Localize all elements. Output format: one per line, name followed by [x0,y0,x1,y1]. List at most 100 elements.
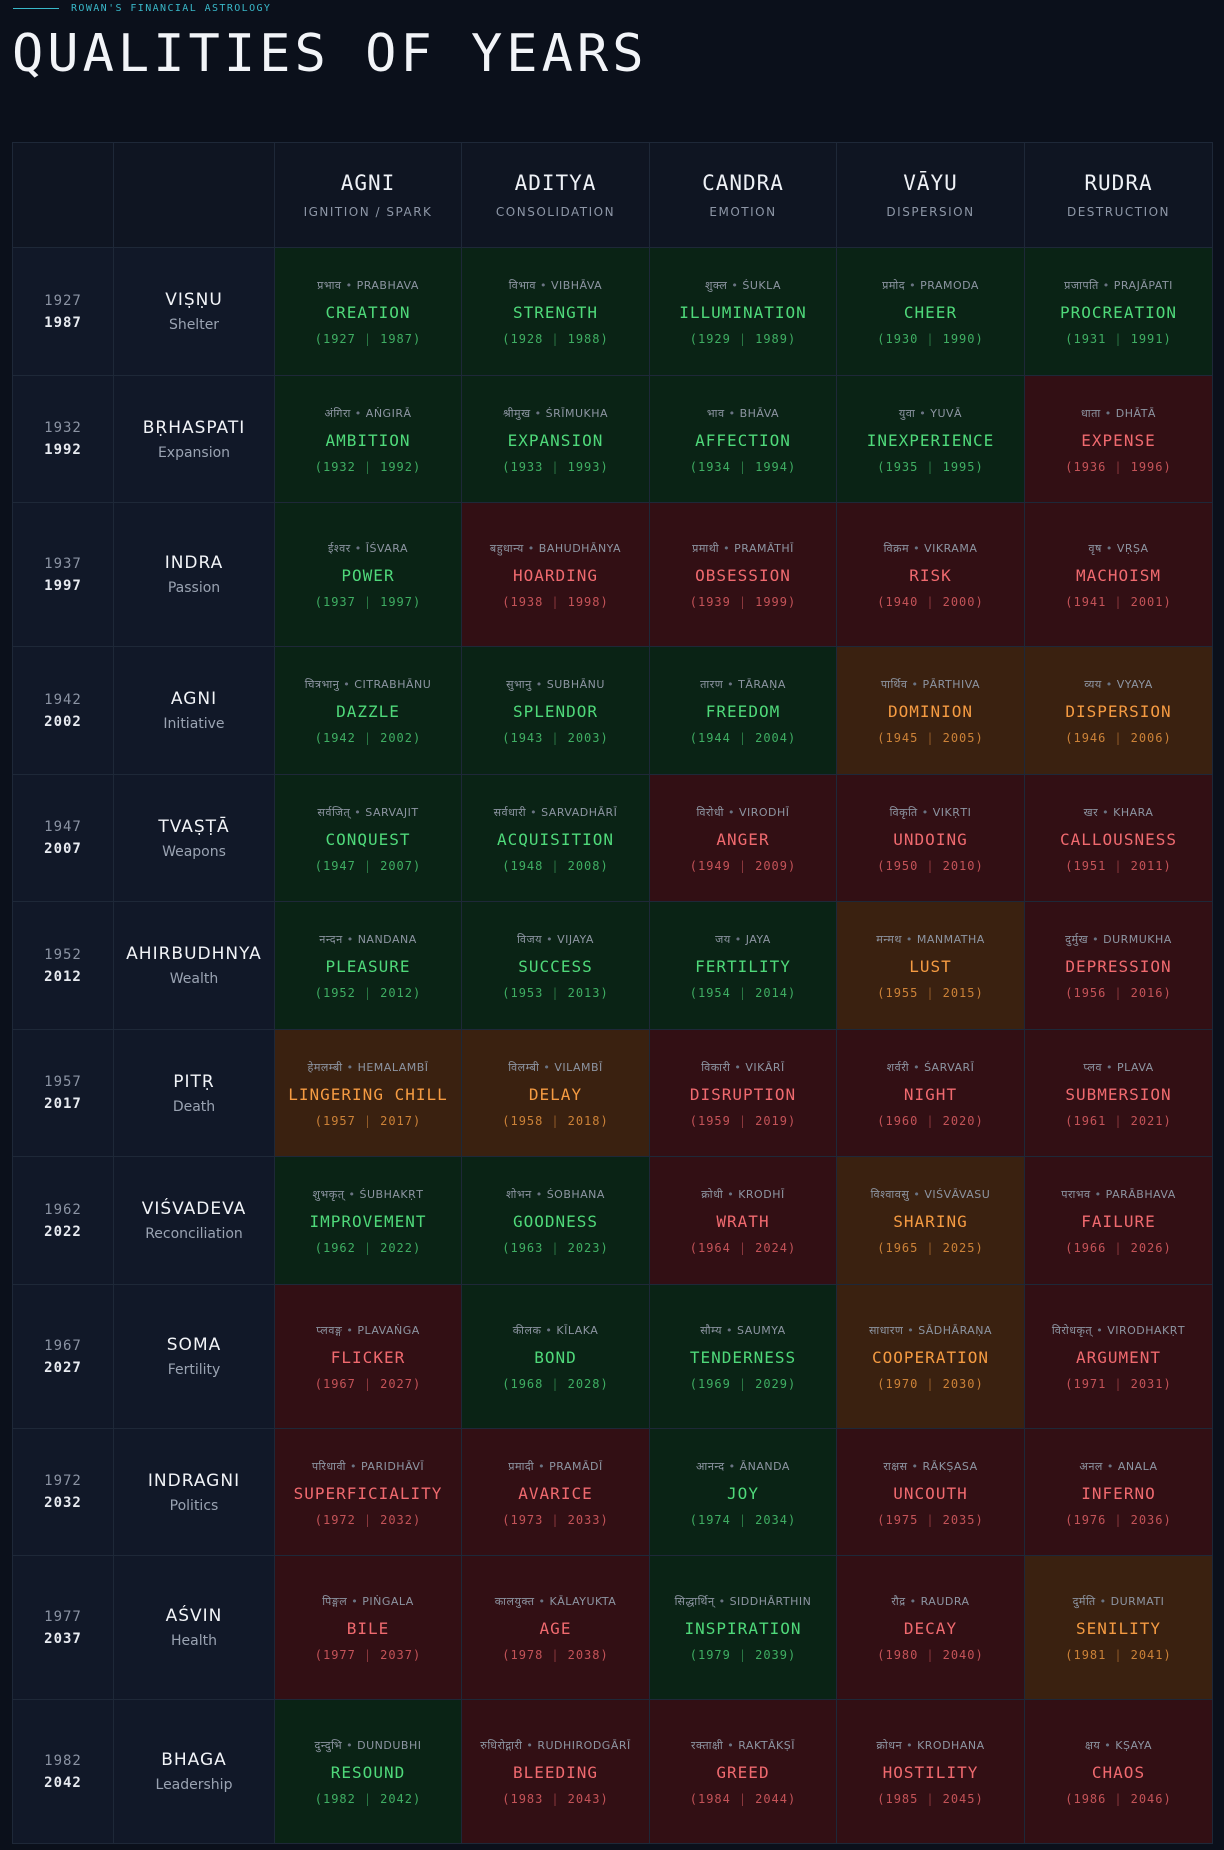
year-separator: | [738,986,748,1000]
quality-year-first: 1935 [885,459,919,474]
quality-year-first: 1966 [1073,1241,1107,1255]
devanagari-name: विक्रम [883,542,910,555]
quality-year-second: 2020 [942,1113,976,1128]
paren-open: ( [689,1113,698,1128]
row-deity-cell: TVAṢṬĀ Weapons [113,774,275,902]
separator-dot: • [345,279,353,292]
row-year-first: 1947 [44,819,82,835]
paren-open: ( [689,1377,698,1391]
row-deity-quality: Initiative [163,716,225,732]
table-row: 1977 2037 AŚVIN Health पिङ्गल • PIṄGALA BILE (19… [12,1555,1213,1700]
year-quality-cell: आनन्द • ĀNANDA JOY (1974 | 2034) [649,1428,837,1556]
separator-dot: • [534,406,542,420]
table-row: 1947 2007 TVAṢṬĀ Weapons सर्वजित् • SARVAJIT CO… [12,774,1213,902]
quality-year-first: 1961 [1073,1113,1107,1128]
transliterated-name: AṄGIRĀ [365,406,412,420]
year-separator: | [738,858,748,873]
year-separator: | [1114,332,1123,346]
quality-year-first: 1956 [1073,986,1107,1000]
quality-year-second: 2023 [567,1241,601,1255]
separator-dot: • [1102,279,1110,292]
paren-open: ( [689,858,698,873]
year-sanskrit-name: क्रोधन • KRODHANA [841,1737,1020,1754]
quality-year-second: 1993 [567,459,601,474]
row-deity-cell: SOMA Fertility [113,1284,275,1429]
year-sanskrit-name: विकृति • VIKṚTI [841,804,1020,821]
transliterated-name: NANDANA [357,933,417,946]
separator-dot: • [1094,1188,1102,1201]
year-sanskrit-name: प्रभाव • PRABHAVA [279,277,457,294]
quality-year-first: 1971 [1073,1377,1107,1391]
separator-dot: • [1104,1739,1112,1752]
quality-years: (1968 | 2028) [466,1377,645,1391]
separator-dot: • [1106,1459,1114,1473]
devanagari-name: सर्वधारी [493,805,527,819]
year-quality-cell: क्रोधी • KRODHĪ WRATH (1964 | 2024) [649,1156,837,1285]
paren-open: ( [877,1512,886,1527]
quality-word: AFFECTION [695,430,791,450]
transliterated-name: PRABHAVA [356,279,419,292]
quality-years: (1936 | 1996) [1029,460,1208,474]
quality-years: (1975 | 2035) [841,1513,1020,1527]
paren-close: ) [1163,986,1172,1000]
row-years-cell: 1947 2007 [12,774,114,902]
transliterated-name: RUDHIRODGĀRĪ [537,1739,631,1752]
year-quality-cell: चित्रभानु • CITRABHĀNU DAZZLE (1942 | 2002) [274,646,462,775]
transliterated-name: RAUDRA [920,1595,970,1608]
row-years-cell: 1957 2017 [12,1029,114,1157]
year-sanskrit-name: विक्रम • VIKRAMA [841,540,1020,557]
quality-year-first: 1947 [322,858,356,873]
devanagari-name: पिङ्गल [322,1595,348,1608]
quality-word: ARGUMENT [1075,1348,1162,1367]
devanagari-name: विरोधकृत् [1051,1324,1093,1337]
quality-year-second: 2004 [755,731,789,745]
year-separator: | [926,1377,935,1391]
devanagari-name: क्रोधी [701,1188,724,1201]
year-sanskrit-name: सिद्धार्थिन् • SIDDHĀRTHIN [654,1593,832,1610]
year-separator: | [551,1113,560,1128]
quality-year-first: 1940 [885,595,919,609]
year-quality-cell: विकृति • VIKṚTI UNDOING (1950 | 2010) [836,774,1025,902]
year-separator: | [738,1648,748,1662]
paren-close: ) [788,595,797,609]
transliterated-name: ĀNANDA [739,1459,790,1473]
paren-open: ( [314,1512,323,1527]
quality-year-second: 1995 [942,459,976,474]
year-quality-cell: कालयुक्त • KĀLAYUKTA AGE (1978 | 2038) [461,1555,650,1700]
row-deity-quality: Expansion [157,444,231,461]
quality-year-first: 1943 [510,731,544,745]
quality-year-first: 1936 [1073,459,1107,474]
quality-word: CREATION [325,303,411,322]
year-quality-cell: तारण • TĀRAṆA FREEDOM (1944 | 2004) [649,646,837,775]
quality-year-second: 2025 [942,1241,976,1255]
devanagari-name: मन्मथ [876,933,902,946]
quality-years: (1982 | 2042) [279,1792,457,1806]
quality-year-second: 2041 [1130,1648,1164,1662]
quality-year-first: 1930 [885,332,919,346]
quality-year-second: 2007 [380,858,414,873]
separator-dot: • [526,1739,534,1752]
devanagari-name: शोभन [506,1188,532,1201]
quality-year-first: 1976 [1073,1512,1107,1527]
devanagari-name: जय [715,933,731,946]
year-separator: | [738,595,748,609]
quality-year-first: 1946 [1073,731,1107,745]
paren-open: ( [1065,858,1074,873]
quality-word: INFERNO [1081,1483,1156,1503]
quality-word: DELAY [528,1084,583,1104]
paren-close: ) [788,986,797,1000]
paren-close: ) [975,858,984,873]
year-quality-cell: राक्षस • RĀKṢASA UNCOUTH (1975 | 2035) [836,1428,1025,1556]
transliterated-name: DUNDUBHI [357,1739,422,1752]
devanagari-name: पार्थिव [880,678,908,691]
quality-year-first: 1959 [697,1113,731,1128]
devanagari-name: विकृति [889,805,918,819]
quality-years: (1983 | 2043) [466,1792,645,1806]
table-body: 1927 1987 VIṢṆU Shelter प्रभाव • PRABHAVA CREAT… [12,247,1213,1844]
devanagari-name: दुन्दुभि [314,1739,343,1752]
year-separator: | [551,1241,560,1255]
paren-close: ) [788,1512,797,1527]
transliterated-name: RĀKṢASA [922,1459,978,1473]
row-deity-name: INDRA [164,553,224,573]
year-separator: | [551,731,560,745]
